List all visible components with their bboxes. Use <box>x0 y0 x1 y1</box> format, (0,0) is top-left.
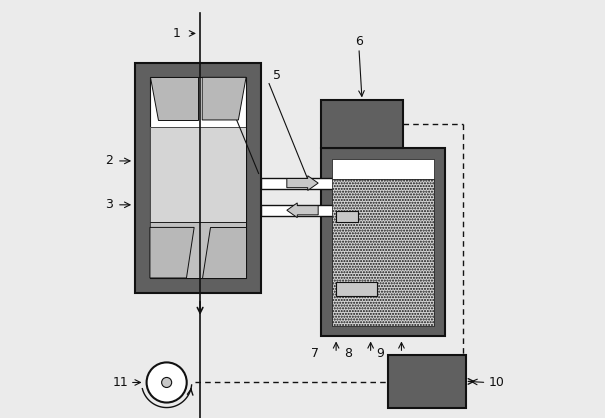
Polygon shape <box>150 77 198 120</box>
Bar <box>136 63 261 293</box>
Polygon shape <box>202 227 246 278</box>
Bar <box>321 100 403 148</box>
Text: 2: 2 <box>105 154 113 168</box>
Bar <box>321 148 445 336</box>
Polygon shape <box>150 227 194 278</box>
Text: 9: 9 <box>376 347 384 360</box>
Circle shape <box>162 377 172 387</box>
Text: 6: 6 <box>355 35 363 48</box>
Bar <box>261 178 350 189</box>
Bar <box>332 179 434 326</box>
Bar <box>388 355 465 408</box>
Circle shape <box>146 362 187 403</box>
Bar <box>336 282 377 296</box>
Bar <box>332 159 434 179</box>
Text: 5: 5 <box>273 69 281 82</box>
Bar <box>150 127 246 222</box>
Text: 1: 1 <box>173 27 181 40</box>
Polygon shape <box>202 77 246 120</box>
Bar <box>150 222 246 278</box>
Bar <box>261 205 350 216</box>
Text: 10: 10 <box>488 376 505 389</box>
Text: 7: 7 <box>311 347 319 360</box>
Text: 8: 8 <box>344 347 353 360</box>
Bar <box>336 211 358 222</box>
FancyArrow shape <box>287 203 318 218</box>
Text: 3: 3 <box>105 198 113 212</box>
Text: 4: 4 <box>226 77 234 90</box>
Bar <box>150 222 246 278</box>
FancyArrow shape <box>287 176 318 191</box>
Bar <box>150 77 246 278</box>
Text: 11: 11 <box>113 376 128 389</box>
Bar <box>150 127 246 222</box>
